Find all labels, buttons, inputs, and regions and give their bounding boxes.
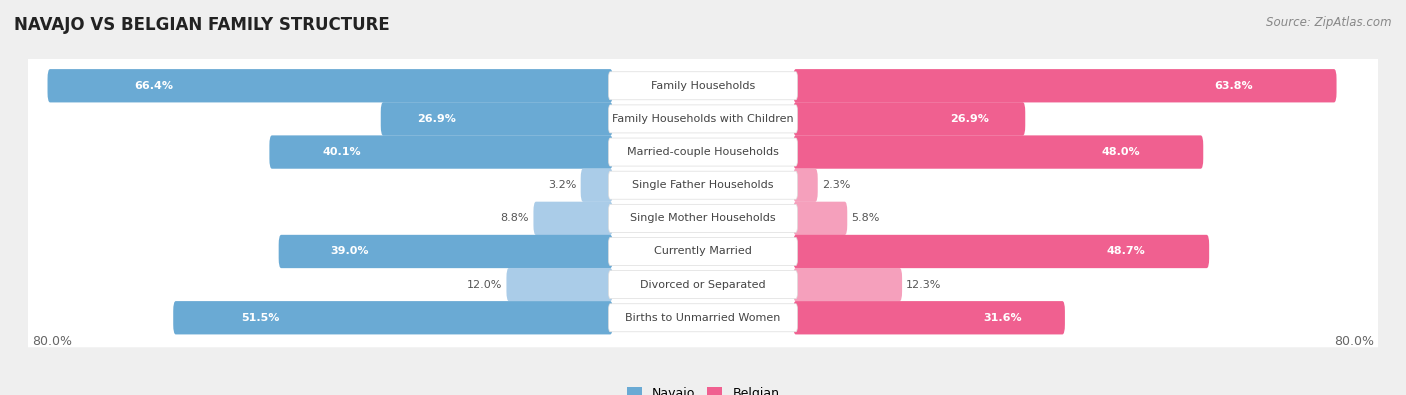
FancyBboxPatch shape bbox=[24, 122, 1382, 182]
Text: 51.5%: 51.5% bbox=[240, 313, 280, 323]
FancyBboxPatch shape bbox=[278, 235, 613, 268]
Text: 12.3%: 12.3% bbox=[907, 280, 942, 290]
Text: Single Mother Households: Single Mother Households bbox=[630, 213, 776, 223]
Text: 8.8%: 8.8% bbox=[501, 213, 529, 223]
FancyBboxPatch shape bbox=[793, 102, 1025, 135]
Text: 80.0%: 80.0% bbox=[1334, 335, 1374, 348]
FancyBboxPatch shape bbox=[609, 72, 797, 100]
FancyBboxPatch shape bbox=[24, 255, 1382, 314]
FancyBboxPatch shape bbox=[581, 169, 613, 202]
Text: 48.7%: 48.7% bbox=[1107, 246, 1144, 256]
FancyBboxPatch shape bbox=[24, 89, 1382, 149]
FancyBboxPatch shape bbox=[793, 69, 1337, 102]
FancyBboxPatch shape bbox=[24, 56, 1382, 115]
Text: Source: ZipAtlas.com: Source: ZipAtlas.com bbox=[1267, 16, 1392, 29]
Text: 5.8%: 5.8% bbox=[852, 213, 880, 223]
Text: 31.6%: 31.6% bbox=[984, 313, 1022, 323]
Text: Single Father Households: Single Father Households bbox=[633, 180, 773, 190]
Legend: Navajo, Belgian: Navajo, Belgian bbox=[621, 382, 785, 395]
FancyBboxPatch shape bbox=[381, 102, 613, 135]
Text: Divorced or Separated: Divorced or Separated bbox=[640, 280, 766, 290]
FancyBboxPatch shape bbox=[793, 268, 903, 301]
Text: 3.2%: 3.2% bbox=[548, 180, 576, 190]
FancyBboxPatch shape bbox=[609, 138, 797, 166]
FancyBboxPatch shape bbox=[173, 301, 613, 335]
Text: 63.8%: 63.8% bbox=[1215, 81, 1253, 91]
FancyBboxPatch shape bbox=[24, 156, 1382, 215]
FancyBboxPatch shape bbox=[24, 189, 1382, 248]
FancyBboxPatch shape bbox=[793, 169, 818, 202]
FancyBboxPatch shape bbox=[24, 288, 1382, 347]
Text: Married-couple Households: Married-couple Households bbox=[627, 147, 779, 157]
FancyBboxPatch shape bbox=[609, 271, 797, 299]
FancyBboxPatch shape bbox=[270, 135, 613, 169]
FancyBboxPatch shape bbox=[533, 202, 613, 235]
Text: NAVAJO VS BELGIAN FAMILY STRUCTURE: NAVAJO VS BELGIAN FAMILY STRUCTURE bbox=[14, 16, 389, 34]
FancyBboxPatch shape bbox=[609, 105, 797, 133]
FancyBboxPatch shape bbox=[48, 69, 613, 102]
Text: Family Households: Family Households bbox=[651, 81, 755, 91]
Text: 26.9%: 26.9% bbox=[418, 114, 456, 124]
Text: 39.0%: 39.0% bbox=[330, 246, 368, 256]
FancyBboxPatch shape bbox=[609, 171, 797, 199]
FancyBboxPatch shape bbox=[793, 202, 848, 235]
Text: 12.0%: 12.0% bbox=[467, 280, 502, 290]
Text: 66.4%: 66.4% bbox=[134, 81, 173, 91]
FancyBboxPatch shape bbox=[609, 204, 797, 232]
FancyBboxPatch shape bbox=[609, 237, 797, 265]
Text: 26.9%: 26.9% bbox=[950, 114, 988, 124]
Text: 40.1%: 40.1% bbox=[322, 147, 361, 157]
FancyBboxPatch shape bbox=[793, 235, 1209, 268]
Text: 48.0%: 48.0% bbox=[1101, 147, 1140, 157]
FancyBboxPatch shape bbox=[793, 301, 1064, 335]
Text: Currently Married: Currently Married bbox=[654, 246, 752, 256]
FancyBboxPatch shape bbox=[506, 268, 613, 301]
Text: 2.3%: 2.3% bbox=[823, 180, 851, 190]
FancyBboxPatch shape bbox=[609, 304, 797, 332]
FancyBboxPatch shape bbox=[793, 135, 1204, 169]
Text: Births to Unmarried Women: Births to Unmarried Women bbox=[626, 313, 780, 323]
Text: 80.0%: 80.0% bbox=[32, 335, 72, 348]
Text: Family Households with Children: Family Households with Children bbox=[612, 114, 794, 124]
FancyBboxPatch shape bbox=[24, 222, 1382, 281]
